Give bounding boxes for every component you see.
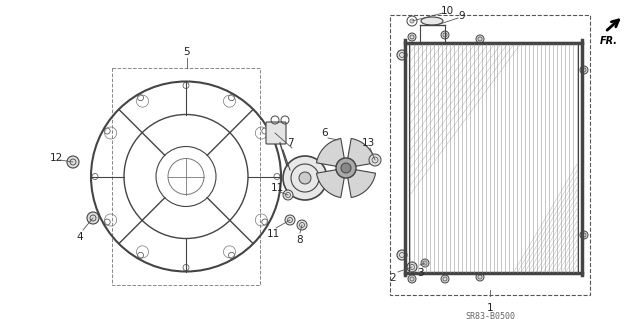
Circle shape [285,215,295,225]
Circle shape [297,220,307,230]
Text: 11: 11 [270,183,284,193]
Bar [390,15,590,295]
Polygon shape [348,138,376,166]
Circle shape [441,275,449,283]
Text: 6: 6 [322,128,328,138]
Text: 8: 8 [297,235,303,245]
Text: 4: 4 [77,232,83,242]
Polygon shape [316,170,344,197]
Circle shape [408,33,416,41]
Text: 11: 11 [266,229,280,239]
Circle shape [421,259,429,267]
Circle shape [580,66,588,74]
Text: 10: 10 [440,6,454,16]
Text: 5: 5 [184,47,190,57]
Text: FR.: FR. [600,36,618,46]
Circle shape [580,231,588,239]
Circle shape [283,156,327,200]
Bar [112,68,260,285]
Circle shape [407,262,417,272]
FancyBboxPatch shape [266,122,286,144]
Polygon shape [316,138,344,166]
Polygon shape [348,170,376,197]
Text: 9: 9 [459,11,465,21]
Circle shape [299,172,311,184]
Circle shape [283,190,293,200]
Circle shape [408,275,416,283]
Circle shape [476,35,484,43]
Text: SR83-B0500: SR83-B0500 [465,312,515,319]
Text: 1: 1 [486,303,493,313]
Circle shape [341,163,351,173]
Circle shape [67,156,79,168]
Text: 3: 3 [417,268,423,278]
Circle shape [476,273,484,281]
Text: 2: 2 [390,273,396,283]
Circle shape [397,250,407,260]
Circle shape [87,212,99,224]
Text: 12: 12 [49,153,63,163]
Text: 7: 7 [287,138,293,148]
Circle shape [369,154,381,166]
Ellipse shape [421,17,443,25]
Circle shape [397,50,407,60]
Text: 13: 13 [362,138,374,148]
Circle shape [336,158,356,178]
Circle shape [441,31,449,39]
